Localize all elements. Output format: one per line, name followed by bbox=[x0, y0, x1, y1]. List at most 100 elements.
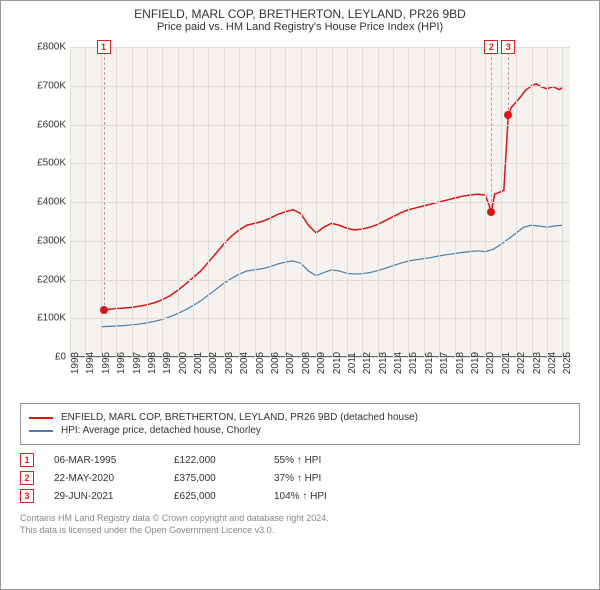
marker-dashed-line bbox=[508, 47, 509, 115]
gridline-v bbox=[408, 47, 409, 357]
chart-title: ENFIELD, MARL COP, BRETHERTON, LEYLAND, … bbox=[1, 1, 599, 21]
chart-subtitle: Price paid vs. HM Land Registry's House … bbox=[1, 21, 599, 37]
sale-row: 3 29-JUN-2021 £625,000 104% ↑ HPI bbox=[20, 489, 580, 503]
sale-number-box: 2 bbox=[20, 471, 34, 485]
x-tick-label: 1997 bbox=[132, 352, 143, 374]
attribution-line: Contains HM Land Registry data © Crown c… bbox=[20, 513, 580, 525]
marker-number-box: 3 bbox=[501, 40, 515, 54]
x-tick-label: 2015 bbox=[408, 352, 419, 374]
marker-dot bbox=[100, 306, 108, 314]
x-tick-label: 2001 bbox=[193, 352, 204, 374]
x-tick-label: 2003 bbox=[224, 352, 235, 374]
gridline-h bbox=[70, 163, 570, 164]
gridline-v bbox=[316, 47, 317, 357]
gridline-v bbox=[85, 47, 86, 357]
sale-price: £375,000 bbox=[174, 473, 254, 484]
gridline-v bbox=[285, 47, 286, 357]
x-tick-label: 2007 bbox=[285, 352, 296, 374]
gridline-h bbox=[70, 86, 570, 87]
x-tick-label: 2010 bbox=[332, 352, 343, 374]
x-tick-label: 2024 bbox=[547, 352, 558, 374]
attribution-line: This data is licensed under the Open Gov… bbox=[20, 525, 580, 537]
gridline-v bbox=[193, 47, 194, 357]
y-tick-label: £400K bbox=[37, 197, 66, 208]
gridline-v bbox=[424, 47, 425, 357]
legend-label: HPI: Average price, detached house, Chor… bbox=[61, 425, 261, 436]
x-tick-label: 2002 bbox=[208, 352, 219, 374]
sale-price: £625,000 bbox=[174, 491, 254, 502]
x-tick-label: 2025 bbox=[562, 352, 573, 374]
gridline-h bbox=[70, 318, 570, 319]
y-tick-label: £700K bbox=[37, 80, 66, 91]
gridline-v bbox=[208, 47, 209, 357]
x-tick-label: 2009 bbox=[316, 352, 327, 374]
x-tick-label: 1998 bbox=[147, 352, 158, 374]
attribution-text: Contains HM Land Registry data © Crown c… bbox=[20, 513, 580, 536]
y-tick-label: £300K bbox=[37, 235, 66, 246]
x-tick-label: 2008 bbox=[301, 352, 312, 374]
gridline-v bbox=[532, 47, 533, 357]
gridline-v bbox=[332, 47, 333, 357]
gridline-v bbox=[362, 47, 363, 357]
sale-number-box: 3 bbox=[20, 489, 34, 503]
x-tick-label: 2021 bbox=[501, 352, 512, 374]
gridline-v bbox=[516, 47, 517, 357]
x-tick-label: 2005 bbox=[255, 352, 266, 374]
gridline-v bbox=[162, 47, 163, 357]
gridline-v bbox=[485, 47, 486, 357]
x-tick-label: 2023 bbox=[532, 352, 543, 374]
marker-number-box: 1 bbox=[97, 40, 111, 54]
sale-delta: 37% ↑ HPI bbox=[274, 473, 374, 484]
legend-label: ENFIELD, MARL COP, BRETHERTON, LEYLAND, … bbox=[61, 412, 418, 423]
gridline-v bbox=[116, 47, 117, 357]
y-tick-label: £200K bbox=[37, 274, 66, 285]
x-tick-label: 2011 bbox=[347, 352, 358, 374]
y-tick-label: £500K bbox=[37, 158, 66, 169]
gridline-v bbox=[393, 47, 394, 357]
gridline-v bbox=[178, 47, 179, 357]
gridline-v bbox=[239, 47, 240, 357]
gridline-v bbox=[255, 47, 256, 357]
gridline-v bbox=[70, 47, 71, 357]
y-tick-label: £0 bbox=[55, 352, 66, 363]
sale-date: 06-MAR-1995 bbox=[54, 455, 154, 466]
gridline-v bbox=[147, 47, 148, 357]
sale-price: £122,000 bbox=[174, 455, 254, 466]
sale-date: 22-MAY-2020 bbox=[54, 473, 154, 484]
sale-number-box: 1 bbox=[20, 453, 34, 467]
y-tick-label: £100K bbox=[37, 313, 66, 324]
marker-dot bbox=[487, 208, 495, 216]
x-tick-label: 1996 bbox=[116, 352, 127, 374]
sale-delta: 104% ↑ HPI bbox=[274, 491, 374, 502]
sales-list: 1 06-MAR-1995 £122,000 55% ↑ HPI 2 22-MAY-202… bbox=[20, 453, 580, 503]
marker-number-box: 2 bbox=[484, 40, 498, 54]
sale-delta: 55% ↑ HPI bbox=[274, 455, 374, 466]
gridline-h bbox=[70, 125, 570, 126]
legend-item: ENFIELD, MARL COP, BRETHERTON, LEYLAND, … bbox=[29, 412, 571, 423]
x-tick-label: 2012 bbox=[362, 352, 373, 374]
x-tick-label: 2013 bbox=[378, 352, 389, 374]
sale-row: 2 22-MAY-2020 £375,000 37% ↑ HPI bbox=[20, 471, 580, 485]
gridline-v bbox=[301, 47, 302, 357]
gridline-v bbox=[132, 47, 133, 357]
gridline-h bbox=[70, 241, 570, 242]
marker-dot bbox=[504, 111, 512, 119]
sale-date: 29-JUN-2021 bbox=[54, 491, 154, 502]
x-tick-label: 2022 bbox=[516, 352, 527, 374]
x-tick-label: 1995 bbox=[101, 352, 112, 374]
x-tick-label: 1994 bbox=[85, 352, 96, 374]
gridline-v bbox=[439, 47, 440, 357]
x-tick-label: 2018 bbox=[455, 352, 466, 374]
gridline-v bbox=[470, 47, 471, 357]
gridline-v bbox=[547, 47, 548, 357]
legend-item: HPI: Average price, detached house, Chor… bbox=[29, 425, 571, 436]
x-tick-label: 2006 bbox=[270, 352, 281, 374]
x-tick-label: 2019 bbox=[470, 352, 481, 374]
x-tick-label: 1999 bbox=[162, 352, 173, 374]
gridline-v bbox=[455, 47, 456, 357]
marker-dashed-line bbox=[104, 47, 105, 310]
series-line bbox=[104, 84, 563, 310]
plot-area: £0£100K£200K£300K£400K£500K£600K£700K£80… bbox=[70, 47, 570, 357]
marker-dashed-line bbox=[491, 47, 492, 212]
gridline-h bbox=[70, 202, 570, 203]
